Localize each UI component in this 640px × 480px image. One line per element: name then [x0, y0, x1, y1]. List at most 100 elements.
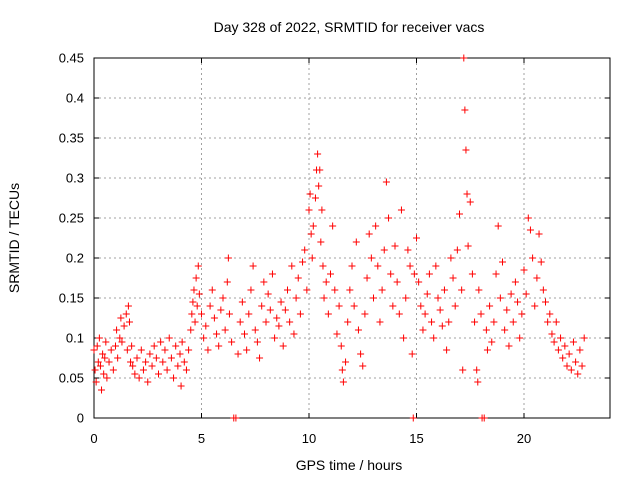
data-point — [526, 226, 534, 234]
data-point — [236, 318, 244, 326]
data-point — [161, 346, 169, 354]
y-tick-label: 0 — [77, 411, 84, 426]
x-axis-title: GPS time / hours — [296, 457, 403, 473]
data-point — [408, 350, 416, 358]
data-point — [219, 294, 227, 302]
data-point — [440, 286, 448, 294]
data-point — [113, 326, 121, 334]
data-point — [107, 346, 115, 354]
data-point — [281, 306, 289, 314]
data-point — [544, 318, 552, 326]
data-point — [234, 350, 242, 358]
data-point — [262, 318, 270, 326]
data-point — [190, 286, 198, 294]
data-point — [507, 290, 515, 298]
data-point — [314, 150, 322, 158]
data-point — [150, 342, 158, 350]
y-tick-label: 0.15 — [59, 291, 84, 306]
data-point — [123, 346, 131, 354]
data-point — [337, 342, 345, 350]
data-point — [537, 258, 545, 266]
data-point — [137, 346, 145, 354]
data-point — [430, 334, 438, 342]
data-point — [105, 358, 113, 366]
data-point — [409, 414, 417, 422]
y-tick-label: 0.4 — [66, 91, 84, 106]
data-point — [118, 338, 126, 346]
data-point — [456, 210, 463, 218]
data-point — [102, 338, 110, 346]
data-point — [496, 294, 504, 302]
data-point — [99, 350, 107, 358]
data-point — [486, 302, 494, 310]
data-point — [580, 334, 588, 342]
data-point — [200, 334, 208, 342]
data-point — [400, 334, 408, 342]
data-point — [382, 178, 390, 186]
data-point — [482, 326, 490, 334]
data-point — [109, 366, 117, 374]
data-point — [576, 346, 584, 354]
data-point — [94, 358, 102, 366]
data-point — [522, 290, 530, 298]
data-point — [174, 362, 182, 370]
data-point — [182, 366, 190, 374]
data-point — [187, 326, 195, 334]
data-point — [116, 334, 124, 342]
data-point — [135, 374, 143, 382]
data-point — [361, 310, 369, 318]
data-point — [93, 342, 101, 350]
data-point — [436, 306, 444, 314]
data-point — [335, 302, 343, 310]
data-point — [165, 334, 173, 342]
x-tick-label: 0 — [90, 431, 97, 446]
data-point — [316, 166, 324, 174]
data-point — [243, 346, 251, 354]
data-point — [425, 270, 433, 278]
data-point — [432, 262, 440, 270]
data-point — [317, 238, 325, 246]
data-point — [443, 346, 451, 354]
data-point — [223, 278, 231, 286]
data-point — [557, 334, 565, 342]
data-point — [318, 206, 326, 214]
axis-ticks: 0 0.05 0.1 0.15 0.2 0.25 0.3 0.35 0.4 0.45 0 5 10 15 2… — [59, 51, 610, 446]
data-point — [172, 342, 180, 350]
data-point — [542, 298, 549, 306]
data-point — [462, 146, 470, 154]
data-point — [120, 322, 128, 330]
data-point — [417, 302, 425, 310]
data-point — [531, 302, 539, 310]
data-point — [387, 270, 395, 278]
data-point — [277, 298, 285, 306]
data-point — [131, 370, 139, 378]
data-point — [438, 322, 446, 330]
data-point — [397, 206, 405, 214]
data-point — [535, 230, 543, 238]
data-point — [286, 318, 294, 326]
data-point — [152, 354, 160, 362]
y-tick-label: 0.3 — [66, 171, 84, 186]
data-point — [320, 294, 328, 302]
data-point — [303, 286, 311, 294]
data-point — [554, 346, 562, 354]
data-point — [406, 262, 414, 270]
data-point — [559, 354, 567, 362]
data-point — [247, 286, 255, 294]
data-point — [95, 334, 103, 342]
data-point — [367, 254, 375, 262]
data-point — [477, 310, 485, 318]
data-point — [348, 262, 356, 270]
data-point — [503, 306, 511, 314]
data-point — [167, 354, 175, 362]
data-point — [241, 330, 248, 338]
data-point — [421, 310, 429, 318]
data-point — [305, 206, 313, 214]
data-point — [464, 242, 472, 250]
data-point — [114, 354, 122, 362]
data-point — [374, 262, 382, 270]
data-point — [511, 278, 519, 286]
data-point — [260, 278, 268, 286]
data-point — [301, 246, 309, 254]
